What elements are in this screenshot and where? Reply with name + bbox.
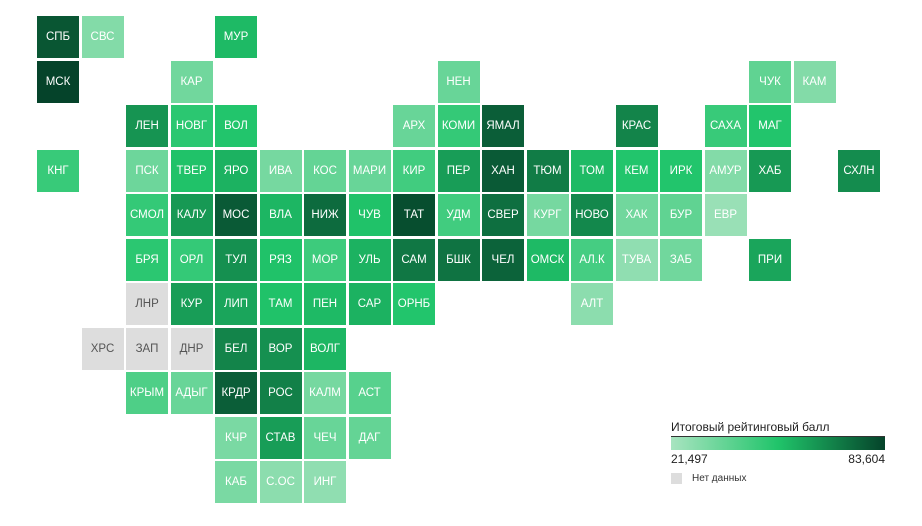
- region-tile[interactable]: ЗАБ: [660, 238, 702, 281]
- legend: Итоговый рейтинговый балл 21,497 83,604 …: [671, 419, 885, 484]
- region-tile[interactable]: ИРК: [660, 149, 702, 192]
- region-tile[interactable]: ЧЕЛ: [482, 238, 524, 281]
- region-tile[interactable]: ХРС: [81, 327, 124, 370]
- region-tile[interactable]: МОС: [215, 194, 257, 236]
- region-tile[interactable]: ПЕН: [304, 283, 346, 325]
- region-tile[interactable]: С.ОС: [259, 461, 302, 503]
- region-tile[interactable]: ТАТ: [393, 194, 435, 236]
- region-tile[interactable]: КРДР: [215, 372, 257, 414]
- region-tile[interactable]: НОВО: [571, 194, 613, 236]
- region-tile[interactable]: МАГ: [749, 105, 791, 147]
- region-tile[interactable]: УЛЬ: [348, 238, 391, 281]
- region-tile[interactable]: ВЛА: [259, 194, 302, 236]
- region-tile[interactable]: КУРГ: [526, 194, 569, 236]
- region-tile[interactable]: БШК: [437, 238, 480, 281]
- region-tile[interactable]: РЯЗ: [259, 238, 302, 281]
- legend-min-label: 21,497: [671, 452, 708, 466]
- legend-nodata: Нет данных: [671, 473, 885, 484]
- region-tile[interactable]: ВОЛГ: [304, 327, 346, 370]
- region-tile[interactable]: САМ: [393, 238, 435, 281]
- region-tile[interactable]: КАМ: [793, 60, 836, 103]
- region-tile[interactable]: УДМ: [437, 194, 480, 236]
- region-tile[interactable]: ПЕР: [437, 149, 480, 192]
- nodata-swatch: [671, 473, 682, 484]
- region-tile[interactable]: КРЫМ: [126, 372, 168, 414]
- region-tile[interactable]: НЕН: [437, 60, 480, 103]
- region-tile[interactable]: СВС: [81, 16, 124, 58]
- region-tile[interactable]: НОВГ: [170, 105, 213, 147]
- region-tile[interactable]: КАР: [170, 60, 213, 103]
- region-tile[interactable]: ТАМ: [259, 283, 302, 325]
- region-tile[interactable]: ОМСК: [526, 238, 569, 281]
- region-tile[interactable]: ТУВА: [615, 238, 658, 281]
- region-tile[interactable]: БЕЛ: [215, 327, 257, 370]
- region-tile[interactable]: СВЕР: [482, 194, 524, 236]
- region-tile[interactable]: ИНГ: [304, 461, 346, 503]
- region-tile[interactable]: МУР: [215, 16, 257, 58]
- region-tile[interactable]: АСТ: [348, 372, 391, 414]
- region-tile[interactable]: САХА: [704, 105, 747, 147]
- region-tile[interactable]: ЧЕЧ: [304, 416, 346, 459]
- region-tile[interactable]: КНГ: [37, 149, 79, 192]
- region-tile[interactable]: АЛ.К: [571, 238, 613, 281]
- region-tile[interactable]: САР: [348, 283, 391, 325]
- region-tile[interactable]: КЧР: [215, 416, 257, 459]
- legend-gradient-bar: [671, 436, 885, 450]
- region-tile[interactable]: КОС: [304, 149, 346, 192]
- region-tile[interactable]: ПРИ: [749, 238, 791, 281]
- region-tile[interactable]: ТУЛ: [215, 238, 257, 281]
- region-tile[interactable]: КАЛМ: [304, 372, 346, 414]
- region-tile[interactable]: КРАС: [615, 105, 658, 147]
- region-tile[interactable]: ЛИП: [215, 283, 257, 325]
- region-tile[interactable]: АДЫГ: [170, 372, 213, 414]
- region-tile[interactable]: ИВА: [259, 149, 302, 192]
- region-tile[interactable]: ДАГ: [348, 416, 391, 459]
- region-tile[interactable]: НИЖ: [304, 194, 346, 236]
- region-tile[interactable]: АМУР: [704, 149, 747, 192]
- region-tile[interactable]: АРХ: [393, 105, 435, 147]
- region-tile[interactable]: ВОЛ: [215, 105, 257, 147]
- region-tile[interactable]: СХЛН: [838, 149, 880, 192]
- region-tile[interactable]: КЕМ: [615, 149, 658, 192]
- region-tile[interactable]: АЛТ: [571, 283, 613, 325]
- region-tile[interactable]: ПСК: [126, 149, 168, 192]
- region-tile[interactable]: СТАВ: [259, 416, 302, 459]
- region-tile[interactable]: МАРИ: [348, 149, 391, 192]
- region-tile[interactable]: КИР: [393, 149, 435, 192]
- region-tile[interactable]: ЛЕН: [126, 105, 168, 147]
- region-tile[interactable]: ХАН: [482, 149, 524, 192]
- region-tile[interactable]: КАЛУ: [170, 194, 213, 236]
- region-tile[interactable]: РОС: [259, 372, 302, 414]
- region-tile[interactable]: ТВЕР: [170, 149, 213, 192]
- legend-title: Итоговый рейтинговый балл: [671, 420, 830, 434]
- region-tile[interactable]: ЯМАЛ: [482, 105, 524, 147]
- legend-nodata-label: Нет данных: [692, 473, 747, 484]
- region-tile[interactable]: ХАБ: [749, 149, 791, 192]
- region-tile[interactable]: ЛНР: [126, 283, 168, 325]
- region-tile[interactable]: ЕВР: [704, 194, 747, 236]
- region-tile[interactable]: МОР: [304, 238, 346, 281]
- region-tile[interactable]: ЗАП: [126, 327, 168, 370]
- region-tile[interactable]: КОМИ: [437, 105, 480, 147]
- region-tile[interactable]: БУР: [660, 194, 702, 236]
- region-tile[interactable]: ТОМ: [571, 149, 613, 192]
- region-tile[interactable]: ЯРО: [215, 149, 257, 192]
- region-tile[interactable]: ВОР: [259, 327, 302, 370]
- region-tile[interactable]: ТЮМ: [526, 149, 569, 192]
- region-tile[interactable]: ОРНБ: [393, 283, 435, 325]
- region-tile[interactable]: БРЯ: [126, 238, 168, 281]
- region-tile[interactable]: ДНР: [170, 327, 213, 370]
- legend-labels: 21,497 83,604: [671, 452, 885, 466]
- region-tile[interactable]: КАБ: [215, 461, 257, 503]
- region-tile[interactable]: СПБ: [37, 16, 79, 58]
- region-tile[interactable]: ЧУК: [749, 60, 791, 103]
- region-tile[interactable]: ЧУВ: [348, 194, 391, 236]
- region-tile[interactable]: ОРЛ: [170, 238, 213, 281]
- region-tile[interactable]: ХАК: [615, 194, 658, 236]
- region-tile[interactable]: КУР: [170, 283, 213, 325]
- legend-max-label: 83,604: [848, 452, 885, 466]
- region-tile[interactable]: СМОЛ: [126, 194, 168, 236]
- region-tile[interactable]: МСК: [37, 60, 79, 103]
